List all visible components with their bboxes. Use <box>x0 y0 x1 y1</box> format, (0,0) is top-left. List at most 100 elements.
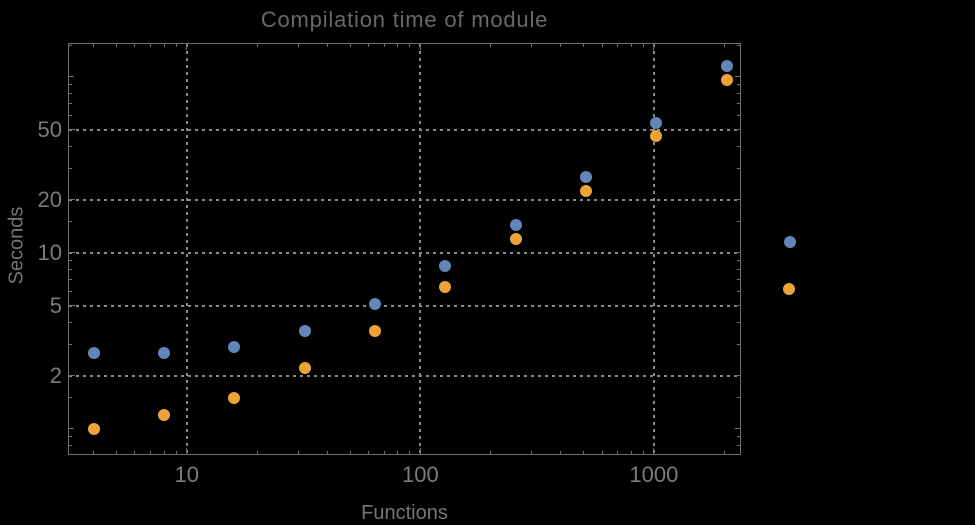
y-tick-mark <box>68 375 75 377</box>
y-tick-mark <box>68 45 72 46</box>
x-tick-mark <box>383 43 385 47</box>
y-tick-mark <box>68 252 75 254</box>
y-tick-label: 20 <box>37 186 62 212</box>
x-tick-mark <box>349 43 351 47</box>
x-tick-mark <box>163 43 165 47</box>
y-tick-mark <box>68 129 75 131</box>
gridline-y-5 <box>69 304 740 307</box>
x-tick-mark <box>723 43 725 47</box>
x-tick-mark <box>297 43 299 47</box>
x-tick-mark <box>490 43 492 47</box>
x-tick-mark <box>601 43 603 47</box>
y-tick-mark <box>68 291 72 293</box>
x-tick-mark <box>642 43 644 47</box>
x-tick-mark <box>256 451 258 455</box>
x-tick-mark <box>175 43 177 47</box>
data-point-series-2-orange <box>228 391 241 404</box>
x-tick-mark <box>368 43 370 47</box>
x-tick-mark <box>560 43 562 47</box>
gridline-y-20 <box>69 198 740 201</box>
y-tick-mark <box>68 436 72 438</box>
x-tick-mark <box>326 43 328 47</box>
y-tick-mark <box>68 305 75 307</box>
x-tick-mark <box>419 448 421 455</box>
y-tick-mark <box>68 322 72 324</box>
x-tick-mark <box>653 43 655 50</box>
x-tick-mark <box>186 43 188 50</box>
x-tick-mark <box>163 451 165 455</box>
y-tick-label: 50 <box>37 116 62 142</box>
y-tick-mark <box>68 397 72 399</box>
y-tick-mark <box>68 168 72 170</box>
y-tick-mark <box>734 129 741 131</box>
x-tick-mark <box>93 43 95 47</box>
gridline-y-2 <box>69 374 740 377</box>
x-tick-mark <box>115 451 117 455</box>
y-tick-mark <box>734 252 741 254</box>
y-tick-mark <box>68 344 72 346</box>
data-point-series-1-blue <box>509 218 522 231</box>
y-tick-mark <box>737 168 741 170</box>
x-tick-mark <box>630 43 632 47</box>
y-tick-mark <box>737 221 741 223</box>
data-point-series-1-blue <box>228 341 241 354</box>
x-tick-mark <box>326 451 328 455</box>
x-tick-mark <box>409 451 411 455</box>
y-tick-mark <box>737 322 741 324</box>
x-tick-mark <box>186 448 188 455</box>
y-tick-mark <box>734 199 741 201</box>
x-tick-mark <box>134 43 136 47</box>
x-tick-mark <box>368 451 370 455</box>
x-tick-mark <box>583 451 585 455</box>
y-tick-mark <box>737 269 741 271</box>
y-tick-label: 2 <box>49 362 62 388</box>
data-point-series-1-blue <box>298 324 311 337</box>
x-tick-mark <box>150 451 152 455</box>
y-tick-mark <box>68 260 72 262</box>
y-tick-mark <box>737 436 741 438</box>
data-point-series-2-orange <box>369 324 382 337</box>
data-point-series-1-blue <box>87 346 100 359</box>
x-tick-label: 1000 <box>629 462 679 487</box>
x-tick-label: 100 <box>401 462 439 487</box>
x-tick-mark <box>723 451 725 455</box>
gridline-x-100 <box>419 44 422 454</box>
y-tick-mark <box>68 221 72 223</box>
x-tick-mark <box>583 43 585 47</box>
data-point-series-1-blue <box>650 116 663 129</box>
x-tick-mark <box>642 451 644 455</box>
y-tick-mark <box>737 279 741 281</box>
y-tick-mark <box>737 115 741 117</box>
x-tick-mark <box>256 43 258 47</box>
x-tick-mark <box>560 451 562 455</box>
y-tick-mark <box>737 103 741 105</box>
legend-marker-series1 <box>784 236 796 248</box>
x-tick-mark <box>175 451 177 455</box>
gridline-y-10 <box>69 251 740 254</box>
data-point-series-2-orange <box>509 233 522 246</box>
x-tick-mark <box>653 448 655 455</box>
x-tick-mark <box>531 451 533 455</box>
data-point-series-2-orange <box>439 280 452 293</box>
data-point-series-1-blue <box>369 298 382 311</box>
y-tick-mark <box>68 279 72 281</box>
x-tick-mark <box>115 43 117 47</box>
data-point-series-2-orange <box>87 422 100 435</box>
x-tick-mark <box>297 451 299 455</box>
x-tick-mark <box>419 43 421 50</box>
y-tick-mark <box>68 146 72 148</box>
y-tick-mark <box>68 428 74 430</box>
y-tick-mark <box>68 84 72 86</box>
data-point-series-2-orange <box>158 408 171 421</box>
x-axis-label: Functions <box>361 502 448 524</box>
x-tick-mark <box>349 451 351 455</box>
y-tick-mark <box>737 260 741 262</box>
x-tick-label: 10 <box>174 462 200 487</box>
y-tick-mark <box>737 445 741 447</box>
y-tick-label: 10 <box>37 239 62 265</box>
data-point-series-1-blue <box>158 346 171 359</box>
x-tick-mark <box>531 43 533 47</box>
y-tick-mark <box>735 428 741 430</box>
y-tick-mark <box>737 344 741 346</box>
